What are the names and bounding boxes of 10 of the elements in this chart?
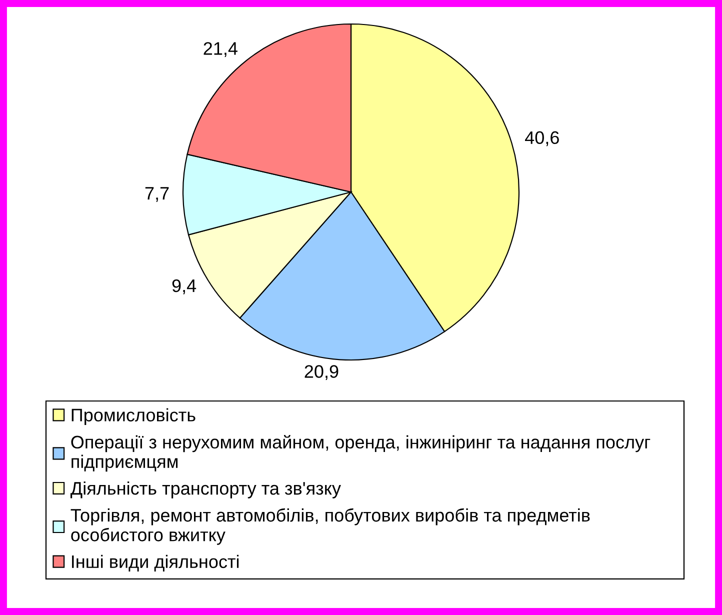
data-label: 40,6 [525,131,559,146]
data-label: 20,9 [304,365,338,380]
legend-label: Інші види діяльності [72,554,239,572]
legend-label: Торгівля, ремонт автомобілів, побутових виробів та предметів особистого вжитку [70,508,590,545]
data-label: 21,4 [204,42,238,58]
legend-label: Промисловість [72,408,196,426]
data-label: 9,4 [172,279,196,294]
data-label: 7,7 [145,187,169,202]
legend-label: Діяльність транспорту та зв'язку [70,482,341,498]
legend-label: Операції з нерухомим майном, оренда, інжиніринг та надання послуг підприємцям [71,434,650,472]
